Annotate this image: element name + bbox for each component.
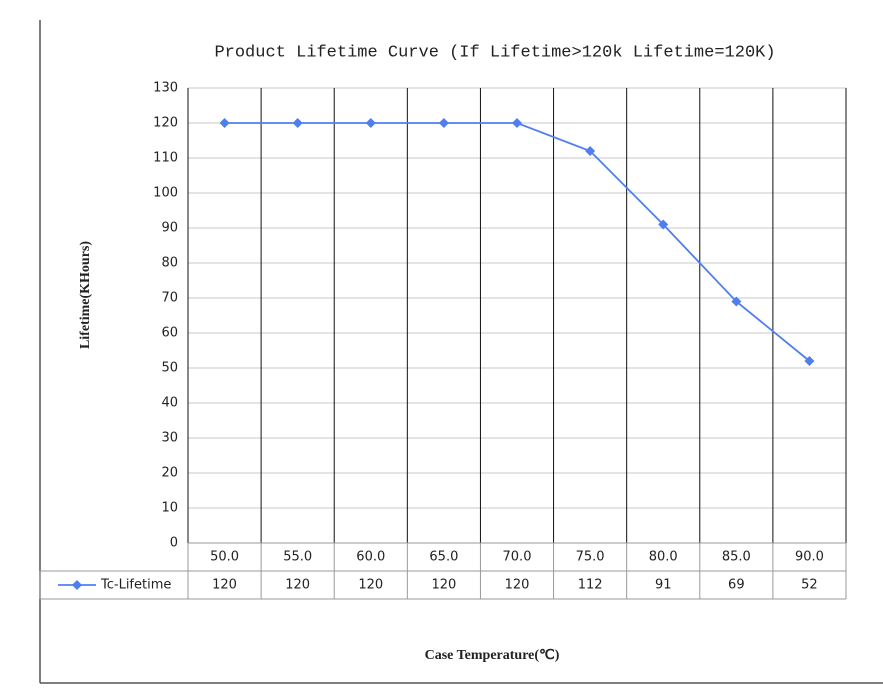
x-tick-label: 85.0 [722,550,751,565]
table-value: 120 [212,578,237,593]
x-tick-label: 75.0 [576,550,605,565]
data-point [804,356,815,366]
table-value: 69 [728,578,745,593]
legend-label: Tc-Lifetime [100,578,171,593]
data-point [365,118,376,128]
data-point [731,296,742,307]
y-tick-label: 40 [161,396,178,411]
table-value: 120 [431,578,456,593]
data-point [512,118,522,128]
x-tick-label: 80.0 [649,550,678,565]
y-tick-label: 0 [170,536,178,551]
x-tick-label: 50.0 [210,550,239,565]
data-point [585,146,596,156]
y-tick-label: 80 [161,256,178,271]
data-point [658,219,669,230]
y-tick-label: 20 [161,466,178,481]
table-value: 120 [285,578,310,593]
x-tick-label: 55.0 [283,550,312,565]
y-tick-label: 120 [153,116,178,131]
y-tick-label: 110 [153,151,178,166]
y-tick-label: 30 [161,431,178,446]
x-tick-label: 90.0 [795,550,824,565]
data-point [438,118,449,128]
data-point [219,118,230,128]
y-tick-label: 70 [161,291,178,306]
x-tick-label: 60.0 [356,550,385,565]
y-tick-label: 130 [153,81,178,96]
y-axis-title: Lifetime(KHours) [78,241,93,349]
y-tick-label: 100 [153,186,178,201]
y-tick-label: 50 [161,361,178,376]
legend-marker [72,580,82,590]
x-axis-title: Case Temperature(℃) [425,648,560,663]
y-tick-label: 90 [161,221,178,236]
table-value: 112 [578,578,603,593]
chart-title: Product Lifetime Curve (If Lifetime>120k… [214,43,775,62]
table-value: 120 [358,578,383,593]
data-point [292,118,303,128]
y-tick-label: 60 [161,326,178,341]
table-value: 120 [505,578,530,593]
x-tick-label: 65.0 [429,550,458,565]
series-line [224,122,811,362]
y-tick-label: 10 [161,501,178,516]
x-tick-label: 70.0 [503,550,532,565]
table-value: 52 [801,578,818,593]
table-value: 91 [655,578,672,593]
